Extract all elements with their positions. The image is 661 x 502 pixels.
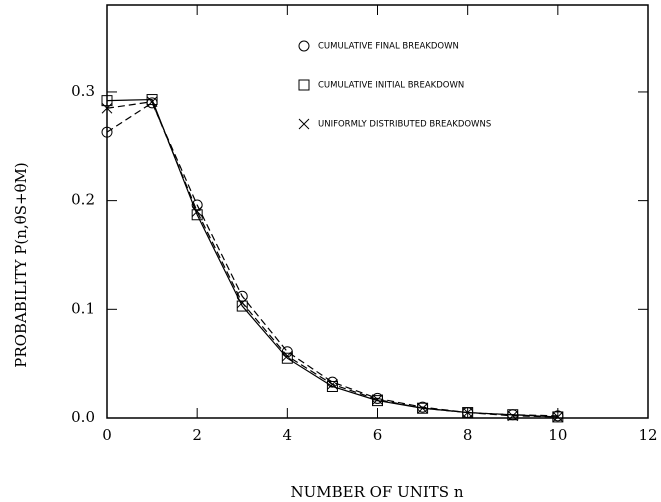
data-point <box>326 376 338 388</box>
x-tick-label: 10 <box>548 426 567 444</box>
data-point <box>146 96 158 108</box>
data-point <box>101 102 113 114</box>
data-point <box>507 410 519 422</box>
data-point <box>191 209 203 221</box>
y-tick-label: 0.1 <box>71 299 95 317</box>
data-point <box>327 378 338 390</box>
data-point <box>191 206 203 217</box>
series-line <box>106 101 558 417</box>
legend-label: CUMULATIVE INITIAL BREAKDOWN <box>318 81 464 91</box>
data-point <box>507 409 519 421</box>
x-tick-label: 12 <box>638 426 657 444</box>
x-tick-label: 2 <box>192 426 202 444</box>
data-point <box>236 297 248 309</box>
legend-label: UNIFORMLY DISTRIBUTED BREAKDOWNS <box>318 120 491 130</box>
data-point <box>101 126 113 138</box>
y-tick-label: 0.3 <box>71 82 95 100</box>
x-axis-label: NUMBER OF UNITS n <box>290 483 463 501</box>
x-tick-label: 6 <box>373 426 383 444</box>
y-tick-label: 0.2 <box>71 191 95 209</box>
data-point <box>101 95 113 107</box>
plot-frame <box>106 4 649 419</box>
legend-marker <box>298 118 310 130</box>
x-tick-label: 0 <box>102 426 112 444</box>
y-tick-label: 0.0 <box>71 408 95 426</box>
legend-marker <box>298 40 310 52</box>
data-point <box>236 300 248 312</box>
data-point <box>417 402 428 414</box>
legend-label: CUMULATIVE FINAL BREAKDOWN <box>318 42 459 52</box>
series-line <box>106 98 558 418</box>
x-tick-label: 8 <box>463 426 473 444</box>
x-tick-label: 4 <box>283 426 293 444</box>
data-point <box>146 94 158 106</box>
data-point <box>326 380 338 392</box>
data-point <box>372 394 383 405</box>
series-line <box>106 101 558 418</box>
data-point <box>552 411 564 423</box>
data-point <box>552 411 564 423</box>
data-point <box>281 352 293 364</box>
data-point <box>462 407 474 418</box>
data-point <box>281 350 293 362</box>
y-axis-label: PROBABILITY P(n,θS+θM) <box>12 162 30 368</box>
legend-marker <box>298 79 310 91</box>
